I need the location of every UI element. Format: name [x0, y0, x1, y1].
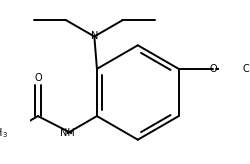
Text: CH$_3$: CH$_3$: [242, 62, 250, 76]
Text: CH$_3$: CH$_3$: [0, 126, 8, 140]
Text: NH: NH: [60, 128, 75, 138]
Text: O: O: [209, 64, 217, 74]
Text: N: N: [91, 31, 98, 41]
Text: O: O: [34, 73, 42, 83]
